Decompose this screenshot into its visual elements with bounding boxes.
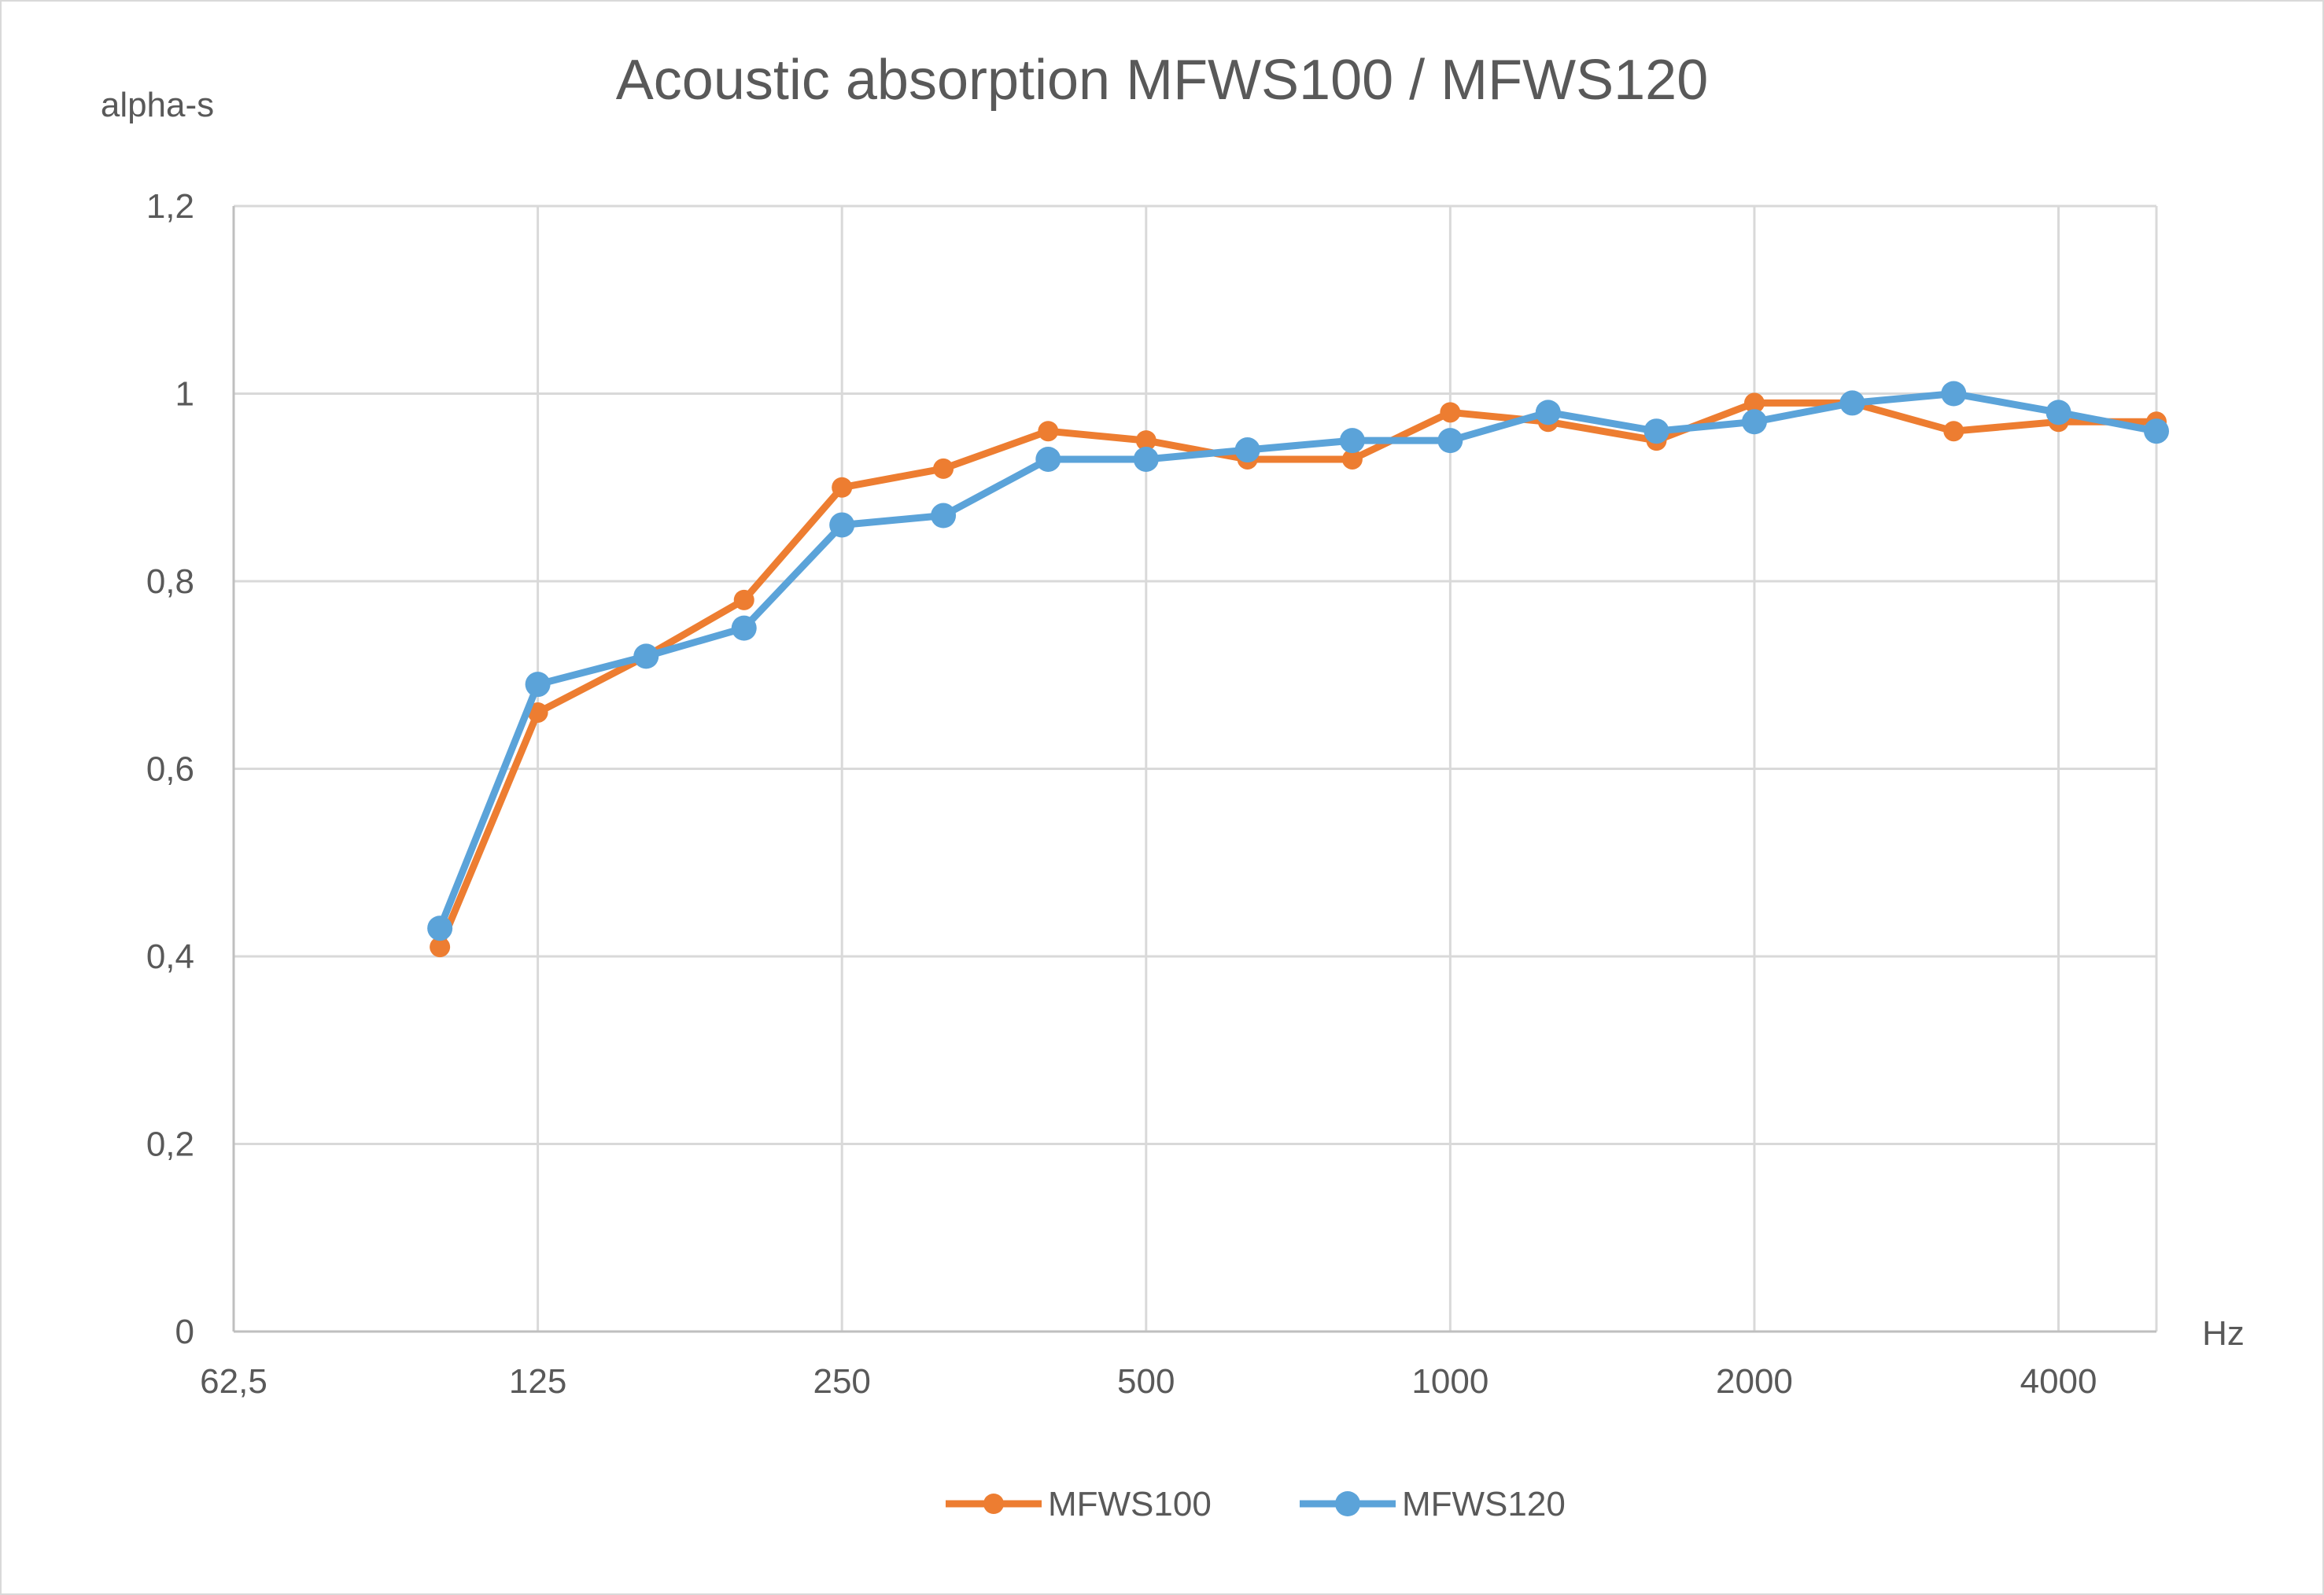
data-point xyxy=(2144,418,2169,444)
legend-marker xyxy=(983,1494,1004,1514)
data-point xyxy=(933,458,954,479)
x-tick-labels: 62,5 125 250 500 1000 2000 4000 xyxy=(200,1362,2097,1401)
legend-item: MFWS100 xyxy=(946,1485,1212,1523)
x-axis-title: Hz xyxy=(2202,1314,2245,1353)
series-line xyxy=(436,390,2160,932)
data-point xyxy=(1741,409,1767,435)
x-tick-label: 62,5 xyxy=(200,1362,267,1401)
x-tick-label: 1000 xyxy=(1411,1362,1488,1401)
data-point xyxy=(1234,437,1260,463)
data-point xyxy=(1341,448,1363,470)
series-group xyxy=(427,381,2169,958)
y-tick-labels: 0 0,2 0,4 0,6 0,8 1 1,2 xyxy=(146,187,194,1351)
data-point xyxy=(1437,428,1463,454)
legend-label: MFWS100 xyxy=(1048,1485,1212,1523)
data-point xyxy=(1133,446,1159,472)
data-point xyxy=(1643,418,1669,444)
legend-item: MFWS120 xyxy=(1300,1485,1566,1523)
data-point xyxy=(931,503,957,529)
data-point xyxy=(2045,400,2071,425)
data-point xyxy=(1743,392,1765,414)
legend-marker xyxy=(1335,1491,1360,1516)
data-point xyxy=(731,615,757,641)
y-tick-label: 1 xyxy=(175,375,194,414)
x-tick-label: 2000 xyxy=(1716,1362,1793,1401)
data-point xyxy=(1943,421,1964,442)
x-tick-label: 4000 xyxy=(2020,1362,2097,1401)
data-point xyxy=(1135,430,1156,451)
y-tick-label: 0,4 xyxy=(146,937,194,976)
data-point xyxy=(829,512,855,538)
data-point xyxy=(733,589,754,610)
y-tick-label: 0,6 xyxy=(146,750,194,789)
x-tick-label: 500 xyxy=(1117,1362,1175,1401)
y-axis-title: alpha-s xyxy=(101,86,214,124)
data-point xyxy=(1339,428,1365,454)
data-point xyxy=(832,477,853,498)
data-point xyxy=(1839,390,1865,416)
y-tick-label: 0,2 xyxy=(146,1125,194,1164)
data-point xyxy=(527,702,548,723)
data-point xyxy=(633,643,659,669)
y-tick-label: 1,2 xyxy=(146,187,194,226)
data-point xyxy=(1038,421,1059,442)
series-mfws100 xyxy=(430,392,2167,958)
data-point xyxy=(525,672,551,698)
legend-label: MFWS120 xyxy=(1402,1485,1566,1523)
x-tick-label: 250 xyxy=(813,1362,870,1401)
data-point xyxy=(1941,381,1967,407)
y-tick-label: 0 xyxy=(175,1313,194,1351)
data-point xyxy=(1035,446,1061,472)
data-point xyxy=(1535,400,1561,425)
chart-title: Acoustic absorption MFWS100 / MFWS120 xyxy=(616,49,1709,112)
y-tick-label: 0,8 xyxy=(146,562,194,601)
axes xyxy=(232,206,2156,1333)
data-point xyxy=(1440,402,1461,423)
gridlines xyxy=(234,204,2158,1332)
data-point xyxy=(427,915,453,941)
x-tick-label: 125 xyxy=(509,1362,566,1401)
data-point xyxy=(430,937,451,958)
series-line xyxy=(436,399,2160,951)
series-mfws120 xyxy=(427,381,2169,941)
legend: MFWS100 MFWS120 xyxy=(946,1485,1566,1523)
